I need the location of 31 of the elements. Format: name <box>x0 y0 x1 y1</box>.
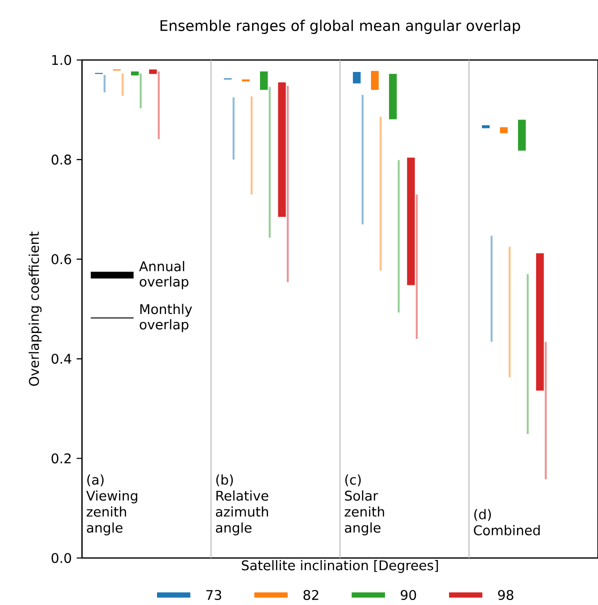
bar <box>278 82 286 217</box>
bar <box>131 71 139 76</box>
legend-label: 98 <box>498 590 514 600</box>
legend-label: 90 <box>400 590 416 600</box>
bar <box>500 127 508 134</box>
y-tick-label: 0.8 <box>52 154 72 165</box>
annotation: Monthly overlap <box>140 304 192 332</box>
bar <box>518 120 526 151</box>
x-tick-label: (b) Relative azimuth angle <box>216 474 268 536</box>
bar <box>407 158 415 286</box>
chart-title: Ensemble ranges of global mean angular overlap <box>160 20 520 34</box>
bar <box>149 69 157 74</box>
bar <box>370 70 379 90</box>
legend-label: 73 <box>206 590 222 600</box>
bar <box>389 74 397 120</box>
x-tick-label: (c) Solar zenith angle <box>344 474 384 536</box>
bar <box>536 253 544 391</box>
x-axis-title: Satellite inclination [Degrees] <box>242 560 438 573</box>
legend-label: 82 <box>304 590 318 600</box>
bar <box>260 71 268 90</box>
y-tick-label: 0.0 <box>52 552 72 564</box>
bar <box>482 125 490 128</box>
x-tick-label: (d) Combined <box>474 508 540 536</box>
x-tick-label: (a) Viewing zenith angle <box>86 474 138 536</box>
y-tick-label: 0.2 <box>52 453 71 464</box>
annotation: Annual overlap <box>139 261 188 290</box>
y-tick-label: 0.4 <box>52 354 72 364</box>
y-axis-title: Overlapping coefficient <box>28 232 42 386</box>
bar <box>352 72 361 84</box>
y-tick-label: 0.6 <box>52 254 72 264</box>
y-tick-label: 1.0 <box>52 54 72 66</box>
